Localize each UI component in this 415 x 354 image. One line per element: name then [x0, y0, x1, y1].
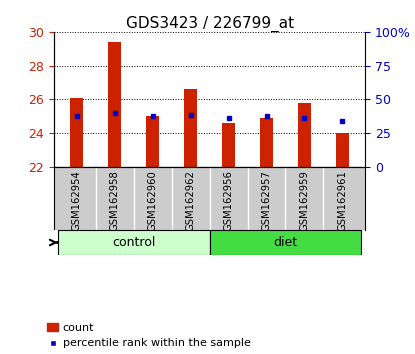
Bar	[210, 230, 361, 255]
Bar	[184, 89, 197, 167]
Bar	[260, 118, 273, 167]
Bar	[108, 42, 121, 167]
Bar	[70, 98, 83, 167]
Text: GSM162958: GSM162958	[110, 170, 120, 231]
Bar	[222, 123, 235, 167]
Text: diet: diet	[273, 236, 298, 249]
Bar	[298, 103, 311, 167]
Bar	[336, 133, 349, 167]
Bar	[146, 116, 159, 167]
Text: GSM162960: GSM162960	[148, 170, 158, 231]
Text: GSM162957: GSM162957	[261, 170, 271, 231]
Text: GSM162954: GSM162954	[72, 170, 82, 231]
Text: GSM162961: GSM162961	[337, 170, 347, 231]
Title: GDS3423 / 226799_at: GDS3423 / 226799_at	[125, 16, 294, 32]
Text: GSM162962: GSM162962	[186, 170, 195, 231]
Text: control: control	[112, 236, 155, 249]
Text: GSM162956: GSM162956	[224, 170, 234, 231]
Legend: count, percentile rank within the sample: count, percentile rank within the sample	[47, 323, 251, 348]
Bar	[58, 230, 210, 255]
Text: GSM162959: GSM162959	[300, 170, 310, 231]
